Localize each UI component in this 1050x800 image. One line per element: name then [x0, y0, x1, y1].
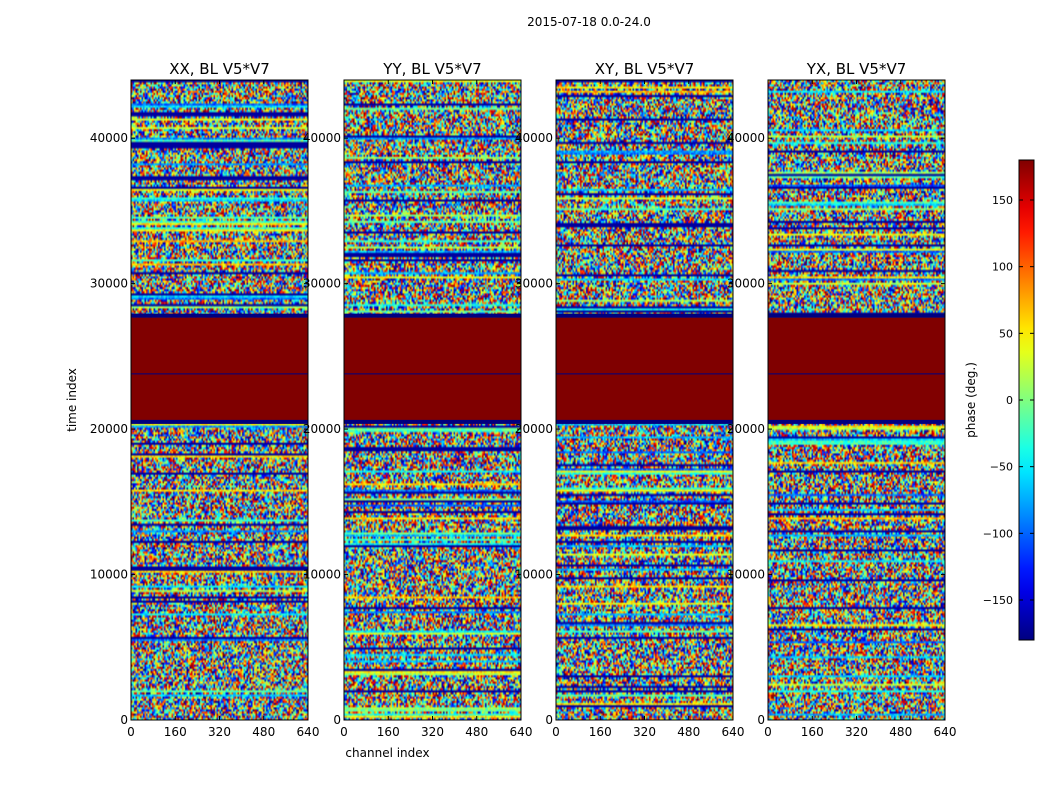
panel-title: YY, BL V5*V7 [382, 60, 481, 78]
panel-1: YY, BL V5*V7 0 160 320 480 640 0 10000 20000 3000… [303, 60, 533, 760]
x-tick-label: 0 [340, 725, 348, 739]
y-tick-label: 30000 [90, 277, 128, 291]
panel-title: XY, BL V5*V7 [595, 60, 695, 78]
colorbar-tick-label: −150 [983, 594, 1013, 607]
y-tick-label: 30000 [515, 277, 553, 291]
x-tick-label: 480 [252, 725, 275, 739]
heatmap-image [344, 80, 521, 720]
y-tick-label: 40000 [727, 131, 765, 145]
colorbar: −150 −100 −50 0 50 100 150 phase (deg.) [964, 159, 1035, 641]
heatmap-image [768, 80, 945, 720]
x-tick-label: 160 [801, 725, 824, 739]
heatmap-panels: XX, BL V5*V7 0 160 320 480 640 0 10000 20000 3000… [65, 60, 956, 760]
x-axis-label: channel index [345, 746, 429, 760]
x-tick-label: 320 [421, 725, 444, 739]
y-tick-label: 20000 [90, 422, 128, 436]
x-tick-label: 160 [377, 725, 400, 739]
colorbar-tick-label: 100 [992, 261, 1013, 274]
y-tick-label: 20000 [515, 422, 553, 436]
y-tick-label: 10000 [303, 568, 341, 582]
panel-2: XY, BL V5*V7 0 160 320 480 640 0 10000 20000 3000… [515, 60, 745, 739]
x-tick-label: 640 [934, 725, 957, 739]
x-tick-label: 160 [164, 725, 187, 739]
x-tick-label: 480 [465, 725, 488, 739]
x-tick-label: 160 [589, 725, 612, 739]
y-tick-label: 10000 [727, 568, 765, 582]
y-tick-label: 20000 [303, 422, 341, 436]
y-tick-label: 0 [757, 713, 765, 727]
x-tick-label: 640 [510, 725, 533, 739]
y-tick-label: 20000 [727, 422, 765, 436]
x-tick-label: 640 [297, 725, 320, 739]
figure-suptitle: 2015-07-18 0.0-24.0 [527, 15, 651, 29]
x-tick-label: 480 [889, 725, 912, 739]
y-tick-label: 10000 [515, 568, 553, 582]
colorbar-tick-label: 50 [999, 327, 1013, 340]
panel-title: XX, BL V5*V7 [169, 60, 270, 78]
x-tick-label: 0 [552, 725, 560, 739]
colorbar-tick-label: 150 [992, 194, 1013, 207]
x-tick-label: 320 [633, 725, 656, 739]
colorbar-label: phase (deg.) [964, 362, 978, 438]
x-tick-label: 640 [722, 725, 745, 739]
y-tick-label: 0 [333, 713, 341, 727]
y-tick-label: 0 [545, 713, 553, 727]
panel-title: YX, BL V5*V7 [806, 60, 907, 78]
x-tick-label: 480 [677, 725, 700, 739]
y-tick-label: 40000 [303, 131, 341, 145]
y-tick-label: 40000 [90, 131, 128, 145]
x-tick-label: 0 [127, 725, 135, 739]
y-tick-label: 10000 [90, 568, 128, 582]
x-tick-label: 320 [208, 725, 231, 739]
colorbar-tick-label: −50 [990, 461, 1013, 474]
x-tick-label: 0 [764, 725, 772, 739]
heatmap-image [556, 80, 733, 720]
x-tick-label: 320 [845, 725, 868, 739]
panel-0: XX, BL V5*V7 0 160 320 480 640 0 10000 20000 3000… [65, 60, 319, 739]
colorbar-tick-label: 0 [1006, 394, 1013, 407]
heatmap-image [131, 80, 308, 720]
y-tick-label: 40000 [515, 131, 553, 145]
y-tick-label: 30000 [303, 277, 341, 291]
panel-3: YX, BL V5*V7 0 160 320 480 640 0 10000 20000 3000… [727, 60, 957, 739]
colorbar-tick-label: −100 [983, 527, 1013, 540]
y-tick-label: 30000 [727, 277, 765, 291]
y-tick-label: 0 [120, 713, 128, 727]
y-axis-label: time index [65, 368, 79, 432]
